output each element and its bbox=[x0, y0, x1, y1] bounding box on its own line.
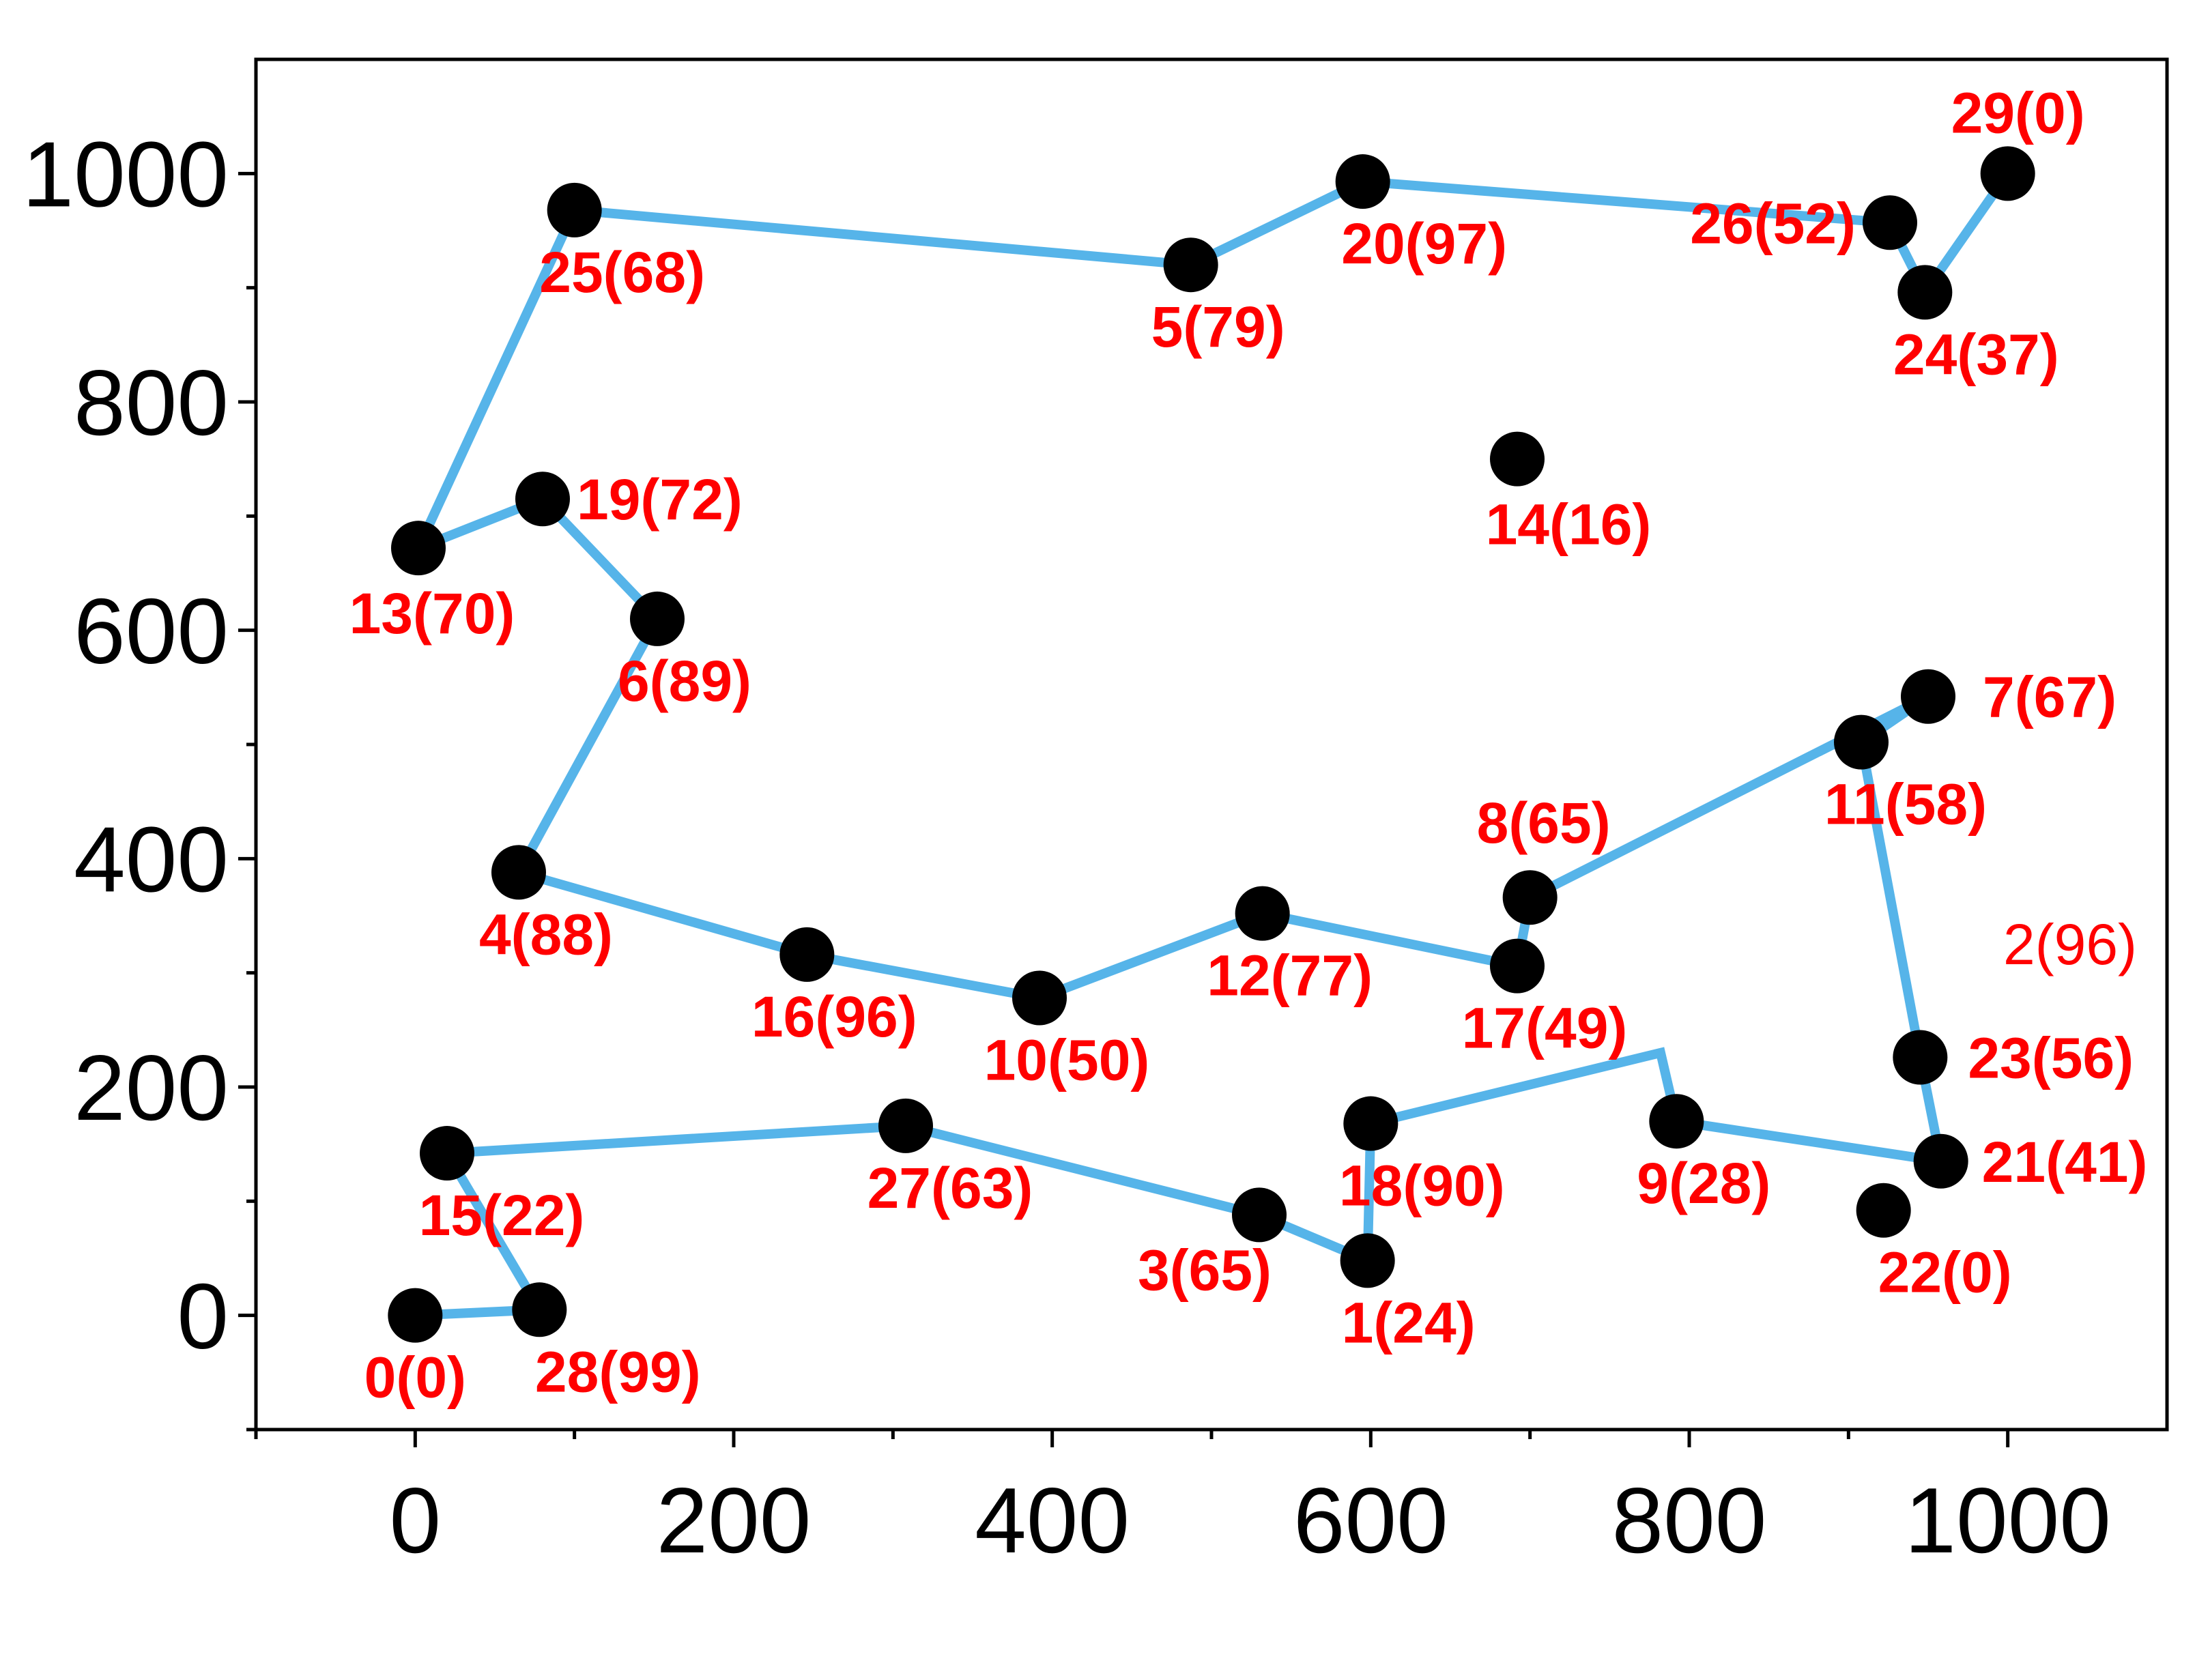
node-point-16 bbox=[779, 927, 835, 982]
node-point-17 bbox=[1490, 938, 1545, 994]
route-line bbox=[409, 171, 2012, 1320]
node-label-12: 12(77) bbox=[1207, 944, 1373, 1008]
node-label-10: 10(50) bbox=[984, 1028, 1150, 1092]
node-label-19: 19(72) bbox=[577, 467, 743, 532]
node-label-17: 17(49) bbox=[1462, 996, 1628, 1060]
node-point-19 bbox=[515, 472, 570, 527]
node-label-11: 11(58) bbox=[1824, 772, 1987, 837]
node-point-7 bbox=[1901, 669, 1955, 724]
node-label-3: 3(65) bbox=[1138, 1238, 1272, 1302]
node-points bbox=[388, 146, 2035, 1343]
node-label-16: 16(96) bbox=[751, 985, 917, 1049]
node-label-14: 14(16) bbox=[1486, 493, 1652, 557]
node-point-8 bbox=[1502, 870, 1558, 925]
node-point-13 bbox=[391, 521, 446, 576]
node-label-28: 28(99) bbox=[535, 1339, 701, 1404]
axis-ticks bbox=[238, 171, 2010, 1447]
node-point-15 bbox=[420, 1126, 474, 1181]
node-point-24 bbox=[1897, 265, 1953, 320]
node-point-10 bbox=[1012, 970, 1067, 1026]
node-point-27 bbox=[878, 1098, 933, 1153]
y-tick-label: 400 bbox=[74, 807, 229, 911]
node-point-25 bbox=[547, 182, 602, 237]
x-tick-label: 400 bbox=[975, 1468, 1130, 1572]
node-point-18 bbox=[1343, 1096, 1398, 1151]
node-labels: 0(0) 1(24) 2(96) 3(65) 4(88) 5(79) 6(89) 7(67) 8… bbox=[349, 81, 2148, 1409]
x-tick-label: 600 bbox=[1293, 1468, 1448, 1572]
node-label-21: 21(41) bbox=[1982, 1130, 2148, 1194]
node-label-7: 7(67) bbox=[1983, 665, 2117, 729]
node-label-5: 5(79) bbox=[1151, 295, 1285, 359]
node-label-9: 9(28) bbox=[1637, 1151, 1770, 1215]
node-point-14 bbox=[1490, 431, 1545, 487]
node-point-12 bbox=[1235, 886, 1290, 941]
node-label-20: 20(97) bbox=[1341, 212, 1507, 276]
node-point-6 bbox=[630, 591, 685, 646]
node-point-26 bbox=[1863, 195, 1917, 250]
node-point-20 bbox=[1335, 154, 1390, 209]
node-point-11 bbox=[1834, 714, 1889, 770]
node-label-22: 22(0) bbox=[1878, 1241, 2012, 1305]
y-tick-label: 800 bbox=[74, 351, 229, 454]
x-tick-label: 1000 bbox=[1904, 1468, 2111, 1572]
node-label-15: 15(22) bbox=[419, 1183, 585, 1247]
node-label-27: 27(63) bbox=[867, 1156, 1033, 1220]
node-point-0 bbox=[388, 1288, 443, 1343]
node-point-3 bbox=[1232, 1187, 1287, 1243]
node-label-8: 8(65) bbox=[1477, 791, 1611, 855]
node-point-21 bbox=[1913, 1133, 1968, 1189]
x-tick-label: 200 bbox=[657, 1468, 812, 1572]
x-tick-label: 800 bbox=[1612, 1468, 1767, 1572]
node-point-23 bbox=[1893, 1030, 1948, 1085]
node-label-24: 24(37) bbox=[1893, 322, 2059, 386]
node-label-4: 4(88) bbox=[479, 902, 613, 966]
node-label-25: 25(68) bbox=[539, 240, 705, 304]
node-point-22 bbox=[1856, 1183, 1911, 1238]
y-tick-label: 200 bbox=[74, 1036, 229, 1140]
node-label-23: 23(56) bbox=[1968, 1026, 2134, 1090]
node-label-29: 29(0) bbox=[1951, 81, 2085, 145]
y-tick-label: 1000 bbox=[22, 122, 229, 226]
node-label-0: 0(0) bbox=[364, 1346, 466, 1410]
axis-tick-labels: 0 200 400 600 800 1000 0 200 400 600 800 1000 bbox=[22, 122, 2110, 1572]
node-label-26: 26(52) bbox=[1690, 191, 1856, 255]
node-point-5 bbox=[1163, 237, 1218, 293]
y-tick-label: 0 bbox=[177, 1264, 229, 1368]
node-point-29 bbox=[1980, 146, 2035, 201]
node-label-13: 13(70) bbox=[349, 581, 515, 646]
node-label-18: 18(90) bbox=[1339, 1154, 1505, 1218]
y-tick-label: 600 bbox=[74, 579, 229, 683]
node-label-1: 1(24) bbox=[1342, 1290, 1476, 1355]
node-point-4 bbox=[491, 845, 546, 900]
node-point-9 bbox=[1649, 1094, 1704, 1149]
x-tick-label: 0 bbox=[390, 1468, 442, 1572]
node-point-28 bbox=[512, 1282, 567, 1337]
node-point-1 bbox=[1340, 1233, 1395, 1288]
node-label-6: 6(89) bbox=[618, 649, 751, 713]
node-label-2: 2(96) bbox=[2003, 912, 2137, 976]
